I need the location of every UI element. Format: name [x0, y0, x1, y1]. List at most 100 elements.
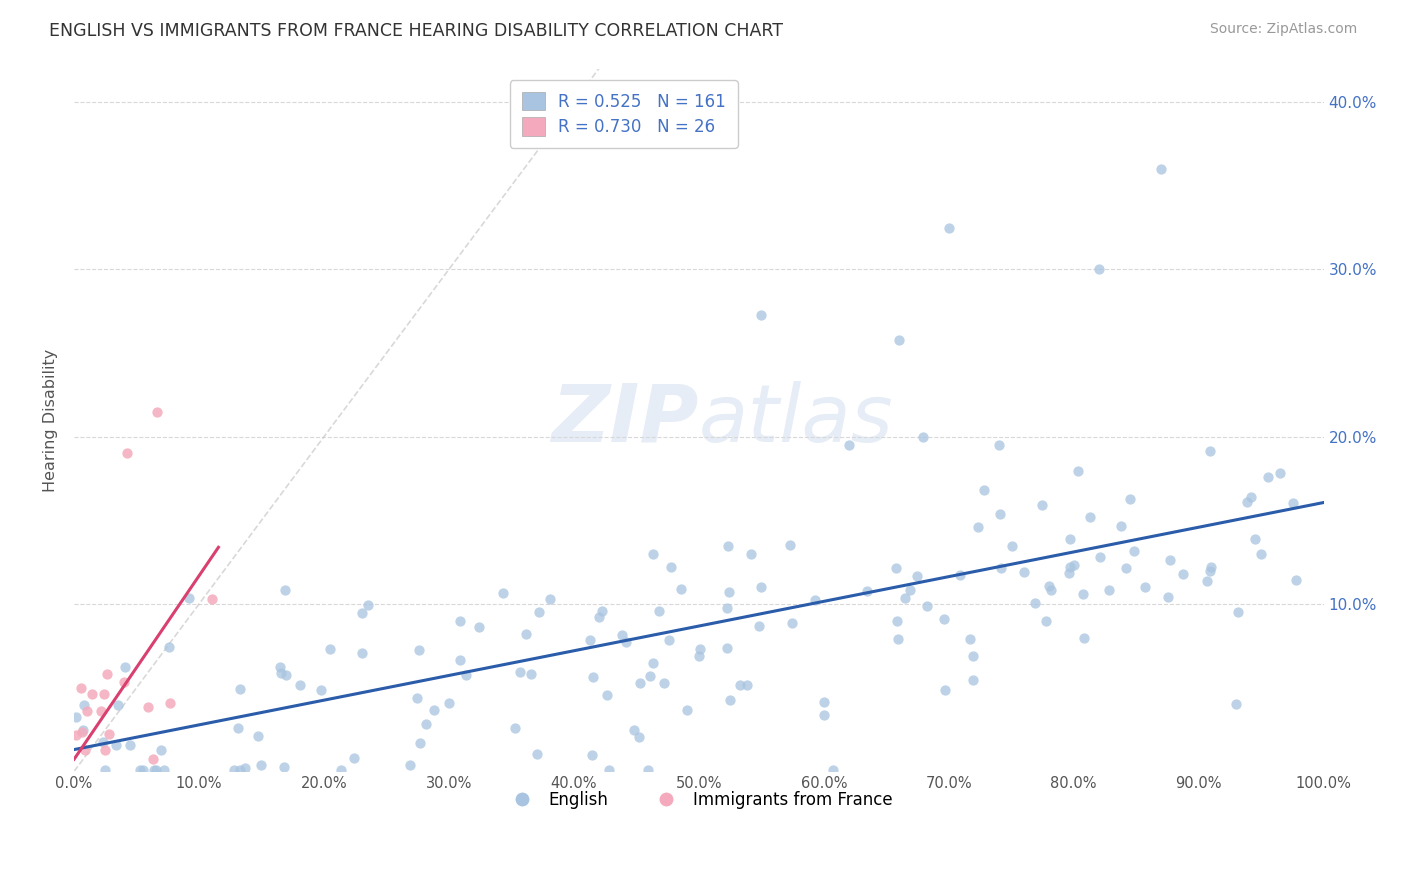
- Point: [86, 772, 108, 787]
- Point: [228, 681, 250, 696]
- Point: [1268, 466, 1291, 480]
- Point: [1150, 161, 1173, 176]
- Point: [949, 567, 972, 582]
- Point: [94, 743, 117, 757]
- Point: [803, 593, 825, 607]
- Point: [641, 548, 664, 562]
- Point: [1195, 574, 1218, 589]
- Point: [405, 691, 427, 706]
- Point: [538, 592, 561, 607]
- Point: [226, 721, 249, 735]
- Point: [748, 619, 770, 633]
- Point: [647, 604, 669, 618]
- Point: [112, 675, 135, 690]
- Point: [357, 599, 380, 613]
- Point: [1001, 539, 1024, 553]
- Point: [415, 716, 437, 731]
- Point: [898, 583, 921, 598]
- Point: [658, 633, 681, 648]
- Point: [1087, 262, 1109, 277]
- Point: [73, 698, 96, 713]
- Point: [641, 656, 664, 670]
- Point: [1123, 544, 1146, 558]
- Point: [246, 729, 269, 743]
- Point: [716, 600, 738, 615]
- Point: [1119, 492, 1142, 507]
- Point: [938, 220, 960, 235]
- Point: [782, 616, 804, 631]
- Point: [408, 643, 430, 657]
- Point: [515, 627, 537, 641]
- Point: [329, 763, 352, 777]
- Point: [408, 735, 430, 749]
- Point: [70, 724, 93, 739]
- Point: [740, 547, 762, 561]
- Point: [779, 538, 801, 552]
- Point: [717, 539, 740, 553]
- Point: [689, 641, 711, 656]
- Point: [233, 761, 256, 775]
- Point: [149, 743, 172, 757]
- Point: [886, 614, 908, 628]
- Point: [688, 649, 710, 664]
- Point: [596, 688, 619, 702]
- Point: [439, 696, 461, 710]
- Point: [159, 696, 181, 710]
- Point: [274, 582, 297, 597]
- Point: [449, 614, 471, 628]
- Legend: English, Immigrants from France: English, Immigrants from France: [498, 784, 900, 816]
- Point: [1226, 605, 1249, 619]
- Point: [728, 678, 751, 692]
- Point: [269, 660, 291, 674]
- Point: [250, 758, 273, 772]
- Point: [1159, 553, 1181, 567]
- Point: [610, 627, 633, 641]
- Point: [627, 730, 650, 744]
- Point: [456, 668, 478, 682]
- Point: [1031, 499, 1053, 513]
- Point: [749, 580, 772, 594]
- Point: [917, 599, 939, 613]
- Point: [146, 404, 169, 418]
- Point: [468, 620, 491, 634]
- Point: [934, 682, 956, 697]
- Point: [449, 653, 471, 667]
- Point: [987, 438, 1010, 452]
- Point: [529, 605, 551, 619]
- Point: [628, 675, 651, 690]
- Point: [70, 681, 93, 695]
- Point: [91, 734, 114, 748]
- Point: [959, 632, 981, 647]
- Point: [598, 763, 620, 777]
- Point: [1073, 632, 1095, 646]
- Point: [65, 710, 87, 724]
- Point: [884, 561, 907, 575]
- Point: [886, 632, 908, 646]
- Point: [973, 483, 995, 497]
- Point: [142, 752, 165, 766]
- Point: [1067, 464, 1090, 478]
- Point: [70, 772, 93, 787]
- Point: [96, 666, 118, 681]
- Point: [581, 669, 603, 683]
- Point: [1115, 561, 1137, 575]
- Point: [159, 640, 181, 654]
- Point: [97, 727, 120, 741]
- Point: [967, 520, 990, 534]
- Point: [962, 649, 984, 664]
- Point: [526, 747, 548, 761]
- Point: [509, 665, 531, 679]
- Point: [581, 747, 603, 762]
- Point: [659, 560, 682, 574]
- Point: [579, 632, 602, 647]
- Point: [94, 772, 117, 786]
- Point: [1038, 578, 1060, 592]
- Point: [1257, 469, 1279, 483]
- Point: [132, 763, 155, 777]
- Point: [614, 635, 637, 649]
- Point: [1285, 574, 1308, 588]
- Point: [107, 698, 129, 713]
- Point: [224, 763, 246, 777]
- Point: [588, 610, 610, 624]
- Point: [129, 763, 152, 777]
